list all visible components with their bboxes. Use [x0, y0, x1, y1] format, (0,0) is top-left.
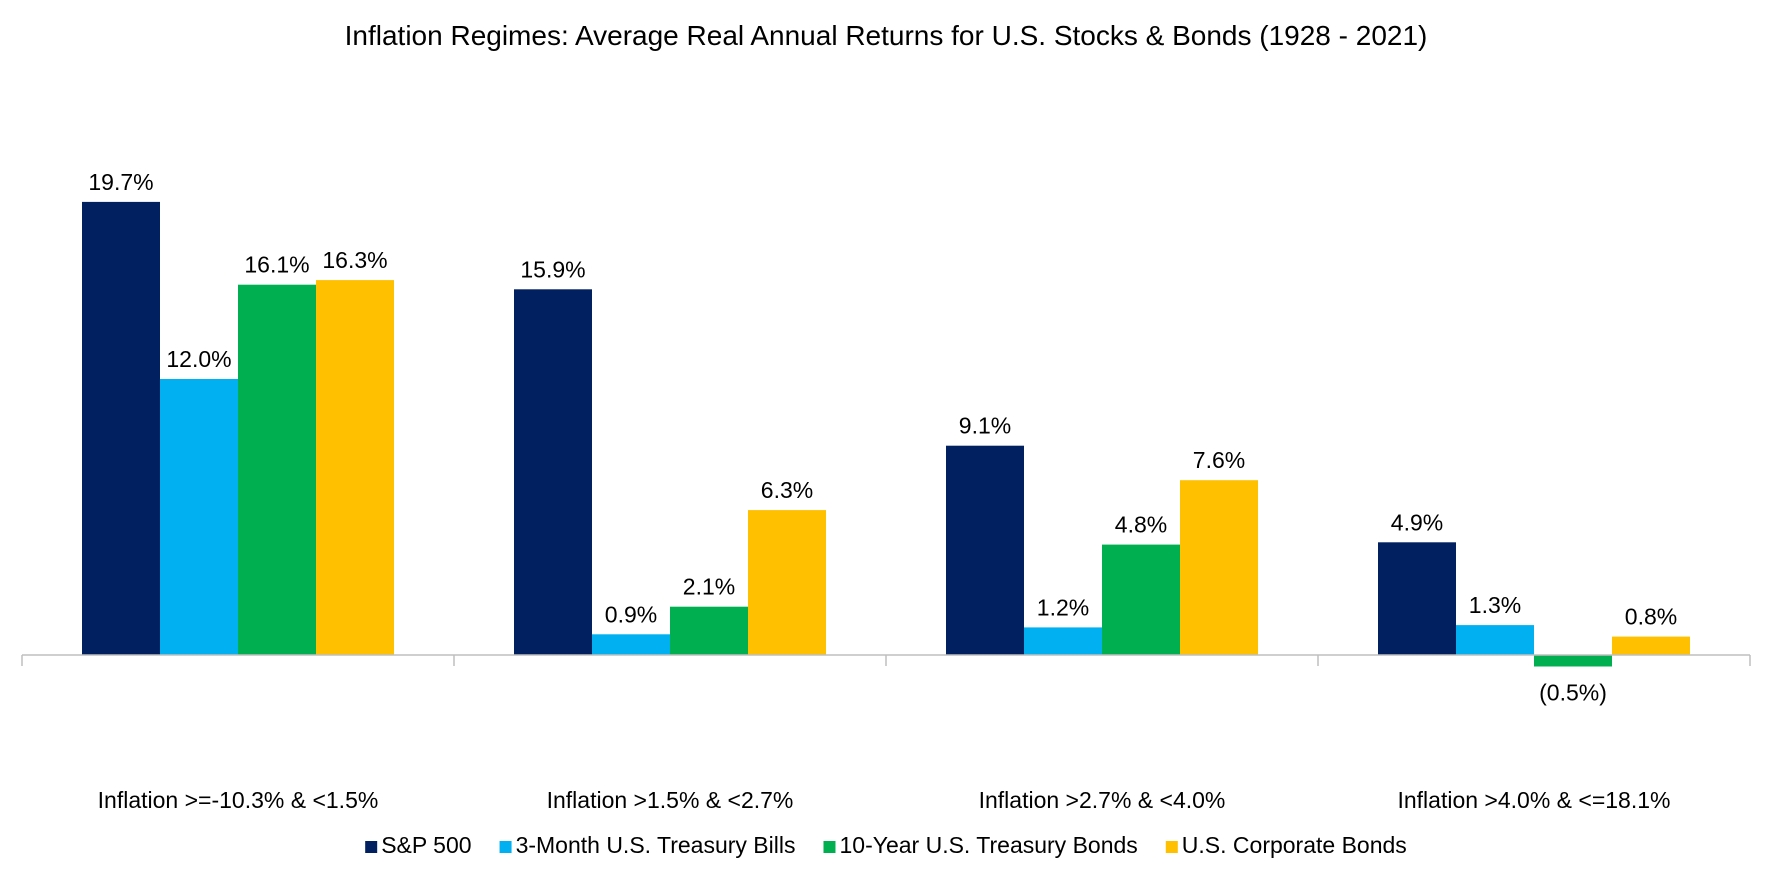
bar	[1180, 480, 1258, 655]
data-label: 4.9%	[1391, 509, 1443, 535]
category-label: Inflation >4.0% & <=18.1%	[1397, 787, 1670, 813]
bar	[670, 606, 748, 655]
legend-swatch	[1165, 841, 1178, 853]
data-label: 9.1%	[959, 413, 1011, 439]
bar	[82, 201, 160, 655]
legend-label: U.S. Corporate Bonds	[1182, 832, 1407, 858]
data-label: 19.7%	[88, 169, 153, 195]
chart-title: Inflation Regimes: Average Real Annual R…	[345, 20, 1428, 51]
bar	[1378, 542, 1456, 655]
bar	[1612, 636, 1690, 655]
legend-item: 10-Year U.S. Treasury Bonds	[823, 832, 1138, 858]
legend-swatch	[499, 841, 512, 853]
data-label: (0.5%)	[1539, 680, 1607, 706]
legend-swatch	[823, 841, 836, 853]
data-label: 7.6%	[1193, 447, 1245, 473]
bar	[238, 284, 316, 655]
legend: S&P 500 3-Month U.S. Treasury Bills 10-Yea…	[365, 832, 1407, 858]
legend-item: S&P 500	[365, 832, 472, 858]
bar	[316, 280, 394, 655]
bar	[1024, 627, 1102, 655]
data-label: 15.9%	[520, 256, 585, 282]
x-axis: Inflation >=-10.3% & <1.5% Inflation >1.5…	[21, 654, 1751, 813]
data-label: 6.3%	[761, 477, 813, 503]
category-label: Inflation >=-10.3% & <1.5%	[98, 787, 379, 813]
bar	[748, 510, 826, 655]
legend-swatch	[365, 841, 378, 853]
data-label: 0.9%	[605, 601, 657, 627]
legend-label: S&P 500	[381, 832, 471, 858]
legend-label: 10-Year U.S. Treasury Bonds	[839, 832, 1137, 858]
bar	[1102, 544, 1180, 655]
data-label: 12.0%	[166, 346, 231, 372]
bar	[514, 289, 592, 655]
data-label: 16.3%	[322, 247, 387, 273]
bar	[1456, 625, 1534, 655]
category-label: Inflation >1.5% & <2.7%	[547, 787, 794, 813]
bars-layer	[82, 201, 1690, 667]
bar	[592, 634, 670, 655]
data-label: 1.3%	[1469, 592, 1521, 618]
data-label: 1.2%	[1037, 594, 1089, 620]
category-label: Inflation >2.7% & <4.0%	[979, 787, 1226, 813]
bar	[946, 445, 1024, 655]
legend-label: 3-Month U.S. Treasury Bills	[516, 832, 796, 858]
data-label: 0.8%	[1625, 604, 1677, 630]
bar	[1534, 655, 1612, 667]
bar	[160, 379, 238, 655]
data-label: 4.8%	[1115, 512, 1167, 538]
data-label: 16.1%	[244, 252, 309, 278]
data-labels-layer: 19.7% 12.0% 16.1% 16.3% 15.9% 0.9% 2.1% 6.3% 9.1…	[88, 169, 1677, 706]
data-label: 2.1%	[683, 574, 735, 600]
legend-item: 3-Month U.S. Treasury Bills	[499, 832, 796, 858]
legend-item: U.S. Corporate Bonds	[1165, 832, 1407, 858]
